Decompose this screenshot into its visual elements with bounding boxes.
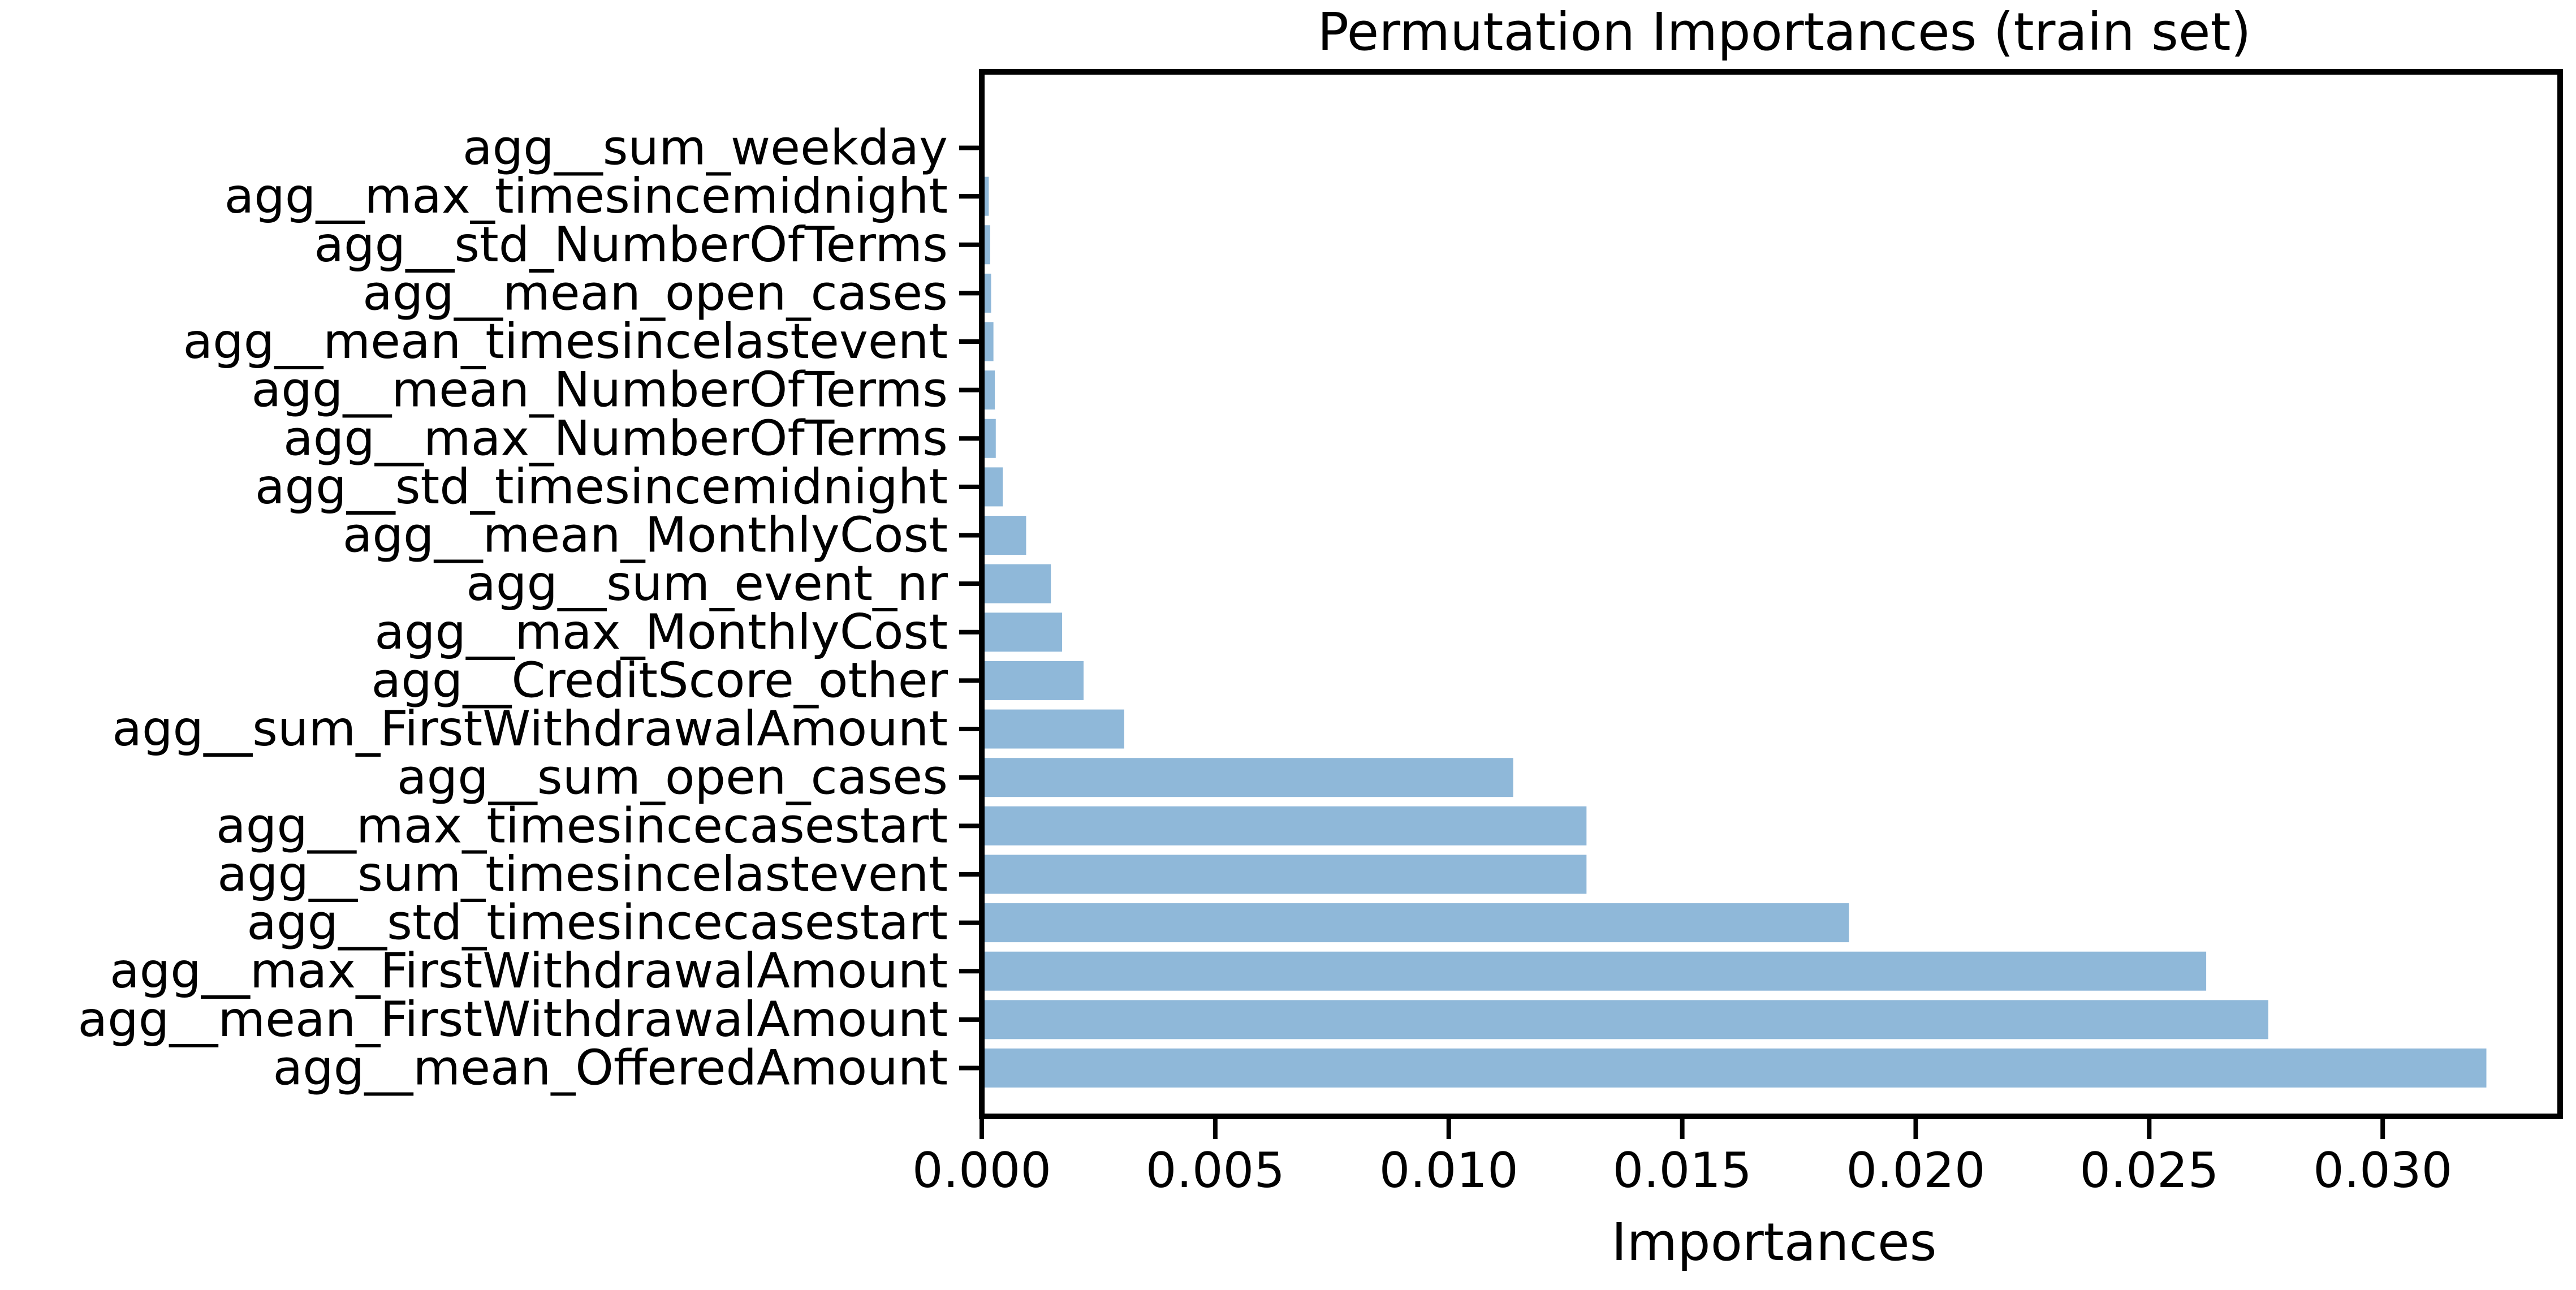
y-tick-label: agg__mean_NumberOfTerms xyxy=(252,362,948,419)
chart-title: Permutation Importances (train set) xyxy=(1317,2,2251,62)
y-tick-label: agg__mean_MonthlyCost xyxy=(343,507,948,564)
bar xyxy=(982,467,1003,507)
y-tick-label: agg__mean_FirstWithdrawalAmount xyxy=(77,991,948,1048)
y-tick-label: agg__sum_event_nr xyxy=(466,555,948,612)
x-axis-label: Importances xyxy=(1611,1212,1936,1272)
bar xyxy=(982,661,1084,700)
y-tick-label: agg__std_NumberOfTerms xyxy=(314,217,948,273)
bars-layer xyxy=(982,176,2487,1088)
x-tick-label: 0.020 xyxy=(1846,1142,1985,1199)
y-tick-label: agg__sum_weekday xyxy=(463,120,948,176)
y-tick-label: agg__sum_open_cases xyxy=(397,749,948,806)
y-tick-label: agg__max_timesincecasestart xyxy=(216,797,948,854)
y-tick-label: agg__CreditScore_other xyxy=(372,652,948,709)
bar xyxy=(982,758,1513,797)
x-tick-label: 0.005 xyxy=(1146,1142,1285,1199)
bar xyxy=(982,1048,2487,1088)
y-tick-label: agg__mean_timesincelastevent xyxy=(183,313,948,370)
bar xyxy=(982,855,1587,894)
bar xyxy=(982,709,1124,749)
plot-frame xyxy=(979,69,2563,1119)
y-tick-label: agg__mean_open_cases xyxy=(363,265,948,321)
bar xyxy=(982,322,994,361)
y-tick-label: agg__std_timesincemidnight xyxy=(255,459,948,515)
bar xyxy=(982,564,1051,603)
y-tick-label: agg__max_NumberOfTerms xyxy=(283,410,948,467)
x-tick-label: 0.010 xyxy=(1379,1142,1518,1199)
y-tick-label: agg__max_FirstWithdrawalAmount xyxy=(110,943,948,999)
bar xyxy=(982,903,1849,943)
y-ticks-layer: agg__sum_weekdayagg__max_timesincemidnig… xyxy=(77,120,982,1096)
bar xyxy=(982,516,1026,555)
bar xyxy=(982,1000,2268,1039)
x-tick-label: 0.000 xyxy=(912,1142,1051,1199)
x-tick-label: 0.030 xyxy=(2313,1142,2452,1199)
bar xyxy=(982,612,1063,652)
y-tick-label: agg__max_timesincemidnight xyxy=(225,168,948,225)
bar xyxy=(982,806,1587,845)
y-tick-label: agg__sum_timesincelastevent xyxy=(217,846,948,903)
y-tick-label: agg__sum_FirstWithdrawalAmount xyxy=(112,701,948,757)
y-tick-label: agg__max_MonthlyCost xyxy=(374,604,948,661)
x-tick-label: 0.015 xyxy=(1613,1142,1752,1199)
x-tick-label: 0.025 xyxy=(2079,1142,2219,1199)
y-tick-label: agg__std_timesincecasestart xyxy=(247,895,948,951)
y-tick-label: agg__mean_OfferedAmount xyxy=(273,1039,948,1096)
bar xyxy=(982,951,2207,991)
x-ticks-layer: 0.000 0.005 0.010 0.015 0.020 0.025 0.030 xyxy=(912,1116,2452,1199)
bar xyxy=(982,370,995,410)
